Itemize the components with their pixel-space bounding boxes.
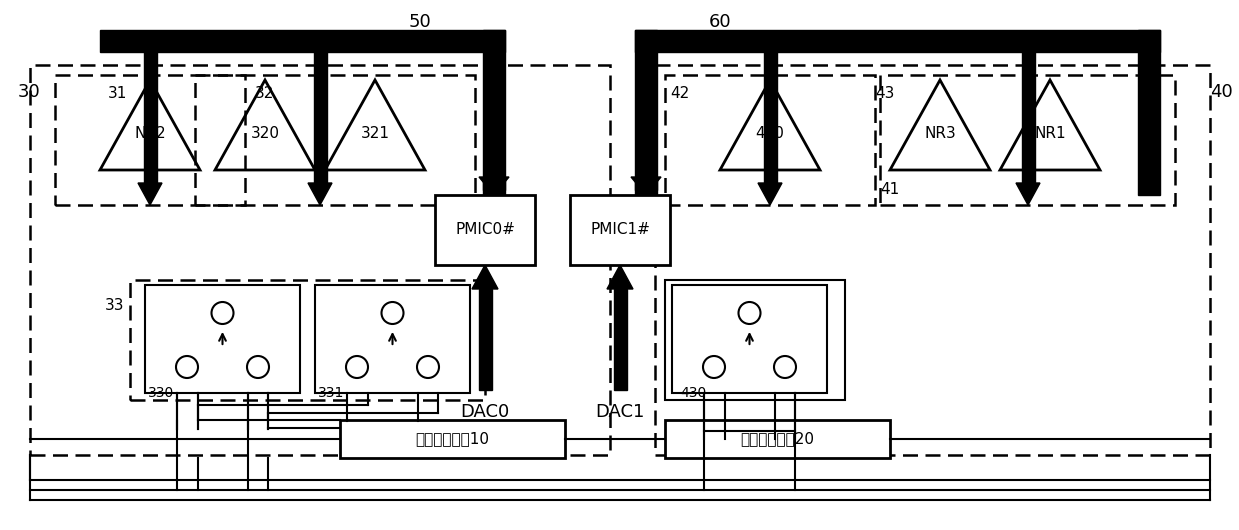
Polygon shape xyxy=(309,183,332,205)
Text: 32: 32 xyxy=(255,85,274,101)
Text: 320: 320 xyxy=(250,127,280,142)
Bar xyxy=(483,30,506,195)
Bar xyxy=(339,420,565,458)
Text: 33: 33 xyxy=(105,297,124,313)
Bar xyxy=(655,65,1211,455)
Text: 60: 60 xyxy=(709,13,731,31)
Bar xyxy=(636,30,1160,52)
Text: 420: 420 xyxy=(756,127,784,142)
Text: 42: 42 xyxy=(670,85,689,101)
Bar xyxy=(636,177,657,190)
Text: 330: 330 xyxy=(147,386,175,400)
Text: PMIC1#: PMIC1# xyxy=(590,223,650,237)
Text: NR1: NR1 xyxy=(1035,127,1066,142)
Bar xyxy=(570,195,670,265)
Bar xyxy=(144,52,156,183)
Polygon shape xyxy=(472,265,498,289)
Text: DAC0: DAC0 xyxy=(461,403,509,421)
Bar xyxy=(483,177,506,190)
Bar xyxy=(315,285,470,393)
Bar xyxy=(763,52,777,183)
Polygon shape xyxy=(138,183,162,205)
Polygon shape xyxy=(607,265,633,289)
Polygon shape xyxy=(758,183,782,205)
Text: NR2: NR2 xyxy=(134,127,166,142)
Bar xyxy=(313,52,327,183)
Bar xyxy=(665,420,890,458)
Text: 43: 43 xyxy=(875,85,895,101)
Text: 31: 31 xyxy=(108,85,128,101)
Bar xyxy=(665,280,845,400)
Bar xyxy=(665,75,875,205)
Text: DAC1: DAC1 xyxy=(595,403,644,421)
Text: 331: 331 xyxy=(318,386,344,400)
Text: 50: 50 xyxy=(409,13,431,31)
Text: PMIC0#: PMIC0# xyxy=(455,223,515,237)
Bar xyxy=(435,195,535,265)
Polygon shape xyxy=(1016,183,1040,205)
Bar xyxy=(55,75,245,205)
Bar xyxy=(1021,52,1035,183)
Text: NR3: NR3 xyxy=(924,127,955,142)
Text: 30: 30 xyxy=(19,83,41,101)
Bar xyxy=(1137,30,1160,195)
Bar xyxy=(478,289,492,390)
Text: 40: 40 xyxy=(1211,83,1233,101)
Bar xyxy=(613,289,627,390)
Bar xyxy=(100,30,506,52)
Bar xyxy=(195,75,475,205)
Polygon shape xyxy=(631,177,660,195)
Bar xyxy=(130,280,484,400)
Bar xyxy=(636,30,657,195)
Bar xyxy=(145,285,300,393)
Text: 第一射频通路10: 第一射频通路10 xyxy=(415,431,489,446)
Text: 41: 41 xyxy=(880,182,900,198)
Text: 321: 321 xyxy=(361,127,389,142)
Bar xyxy=(880,75,1175,205)
Text: 430: 430 xyxy=(680,386,706,400)
Bar xyxy=(672,285,826,393)
Polygon shape xyxy=(479,177,509,195)
Bar xyxy=(30,65,610,455)
Text: 第二射频通路20: 第二射频通路20 xyxy=(741,431,814,446)
